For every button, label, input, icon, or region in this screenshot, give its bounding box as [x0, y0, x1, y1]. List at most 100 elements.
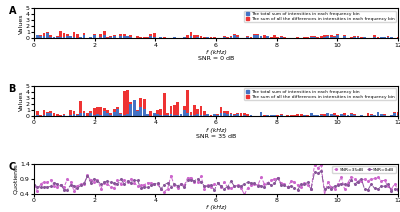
Bar [120, 113, 122, 116]
Bar [310, 36, 312, 38]
Bar [296, 114, 299, 116]
Bar [120, 34, 122, 38]
Bar [113, 35, 116, 38]
Bar [36, 111, 39, 116]
Bar [193, 35, 196, 38]
Bar [126, 36, 129, 38]
Bar [63, 114, 66, 116]
SNR=0dB [32, 184, 36, 186]
Bar [226, 111, 229, 116]
Text: f (kHz): f (kHz) [206, 205, 226, 210]
Bar [126, 114, 129, 116]
Bar [186, 35, 189, 38]
Bar [49, 36, 52, 38]
Bar [336, 35, 339, 38]
Bar [330, 35, 333, 38]
Bar [203, 37, 206, 38]
Bar [196, 37, 199, 38]
Y-axis label: Values: Values [20, 91, 24, 112]
Bar [59, 115, 62, 116]
Bar [46, 33, 49, 38]
Bar [350, 113, 353, 116]
Bar [280, 114, 282, 116]
Bar [43, 36, 46, 38]
Bar [96, 114, 99, 116]
Bar [310, 37, 312, 38]
Bar [213, 114, 216, 116]
Bar [170, 106, 172, 116]
Bar [253, 34, 256, 38]
Bar [140, 98, 142, 116]
Bar [120, 36, 122, 38]
Bar [243, 113, 246, 116]
Text: B: B [8, 84, 16, 94]
Bar [153, 113, 156, 116]
Bar [36, 35, 39, 38]
Bar [180, 114, 182, 116]
Bar [46, 113, 49, 116]
Bar [313, 37, 316, 38]
Bar [396, 112, 400, 116]
Bar [163, 115, 166, 116]
Bar [350, 114, 353, 116]
Bar [353, 37, 356, 38]
Bar [133, 100, 136, 116]
Legend: The total sum of intensities in each frequency bin, The sum of all the differenc: The total sum of intensities in each fre… [244, 11, 396, 22]
Bar [86, 113, 89, 116]
Bar [163, 93, 166, 116]
Bar [136, 112, 139, 116]
Bar [380, 114, 383, 116]
Bar [230, 114, 232, 116]
Bar [373, 37, 376, 38]
Text: f (kHz): f (kHz) [206, 50, 226, 55]
Bar [69, 36, 72, 38]
Bar [32, 37, 36, 38]
Bar [380, 37, 383, 38]
Bar [206, 114, 209, 116]
Bar [230, 36, 232, 38]
Bar [323, 35, 326, 38]
Bar [113, 112, 116, 116]
Bar [253, 35, 256, 38]
Bar [240, 113, 242, 116]
Bar [280, 115, 282, 116]
Bar [196, 35, 199, 38]
Bar [326, 35, 329, 38]
Bar [373, 114, 376, 116]
Bar [323, 114, 326, 116]
Bar [213, 114, 216, 116]
Bar [383, 37, 386, 38]
Legend: SNR=35dB, SNR=0dB: SNR=35dB, SNR=0dB [332, 166, 396, 173]
Bar [186, 113, 189, 116]
Bar [353, 115, 356, 116]
Bar [160, 37, 162, 38]
Bar [193, 115, 196, 116]
Bar [273, 35, 276, 38]
SNR=0dB [289, 185, 294, 187]
Bar [63, 115, 66, 116]
Bar [396, 114, 400, 116]
Bar [66, 36, 69, 38]
Bar [36, 35, 39, 38]
Bar [200, 115, 202, 116]
Bar [373, 114, 376, 116]
Bar [136, 110, 139, 116]
Bar [96, 107, 99, 116]
Bar [69, 36, 72, 38]
Bar [59, 37, 62, 38]
Bar [270, 37, 272, 38]
Bar [336, 115, 339, 116]
Bar [190, 115, 192, 116]
Bar [210, 115, 212, 116]
Bar [313, 36, 316, 38]
Bar [266, 36, 269, 38]
Bar [313, 115, 316, 116]
Bar [103, 35, 106, 38]
Bar [170, 114, 172, 116]
Bar [366, 113, 369, 116]
Bar [283, 37, 286, 38]
SNR=0dB [208, 184, 213, 186]
Bar [303, 115, 306, 116]
Bar [260, 36, 262, 38]
Bar [143, 99, 146, 116]
